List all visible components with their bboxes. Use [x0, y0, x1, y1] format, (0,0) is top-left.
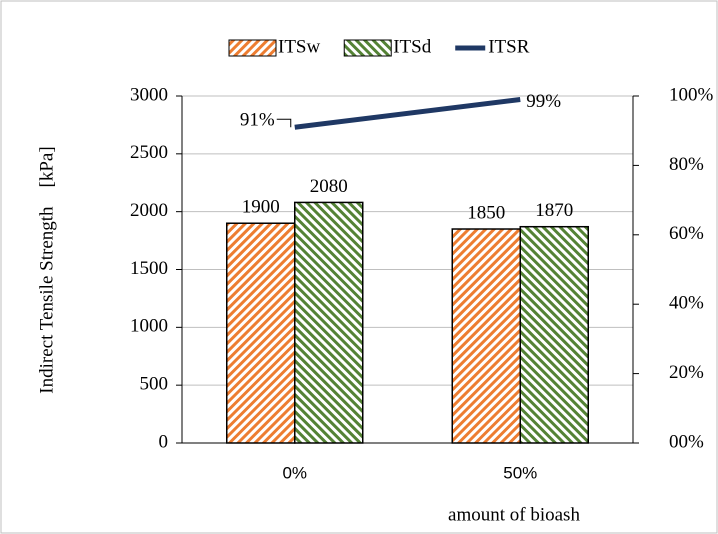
data-label: 91%: [240, 110, 275, 131]
data-label: 1900: [242, 197, 280, 218]
y-tick-label: 0: [159, 431, 169, 452]
y2-tick-label: 80%: [669, 154, 704, 175]
y2-tick-label: 40%: [669, 293, 704, 314]
bar: [226, 222, 296, 444]
bar: [294, 201, 364, 444]
y2-tick-label: 100%: [669, 84, 714, 105]
legend-swatch: [343, 39, 392, 57]
leader-line: [276, 118, 292, 128]
data-label: 99%: [526, 91, 561, 112]
y-tick-label: 3000: [130, 84, 168, 105]
legend-label: ITSR: [488, 36, 530, 57]
bar: [451, 228, 521, 444]
data-label: 1850: [467, 202, 505, 223]
x-tick-label: 0%: [282, 463, 307, 482]
y2-tick-label: 60%: [669, 223, 704, 244]
y-tick-label: 500: [140, 374, 169, 395]
data-label: 1870: [535, 200, 573, 221]
legend-label: ITSw: [278, 36, 321, 57]
x-axis-label: amount of bioash: [448, 504, 580, 525]
y2-tick-label: 00%: [669, 431, 704, 452]
y-axis-label: Indirect Tensile Strength [kPa]: [36, 146, 57, 393]
y-tick-label: 1500: [130, 258, 168, 279]
x-tick-label: 50%: [503, 463, 537, 482]
y-tick-label: 2500: [130, 142, 168, 163]
legend-swatch: [228, 39, 277, 57]
y-tick-label: 1000: [130, 316, 168, 337]
y-tick-label: 2000: [130, 200, 168, 221]
bar: [519, 225, 589, 444]
y2-tick-label: 20%: [669, 362, 704, 383]
line-series: [294, 96, 521, 130]
legend-label: ITSd: [393, 36, 432, 57]
data-label: 2080: [310, 176, 348, 197]
